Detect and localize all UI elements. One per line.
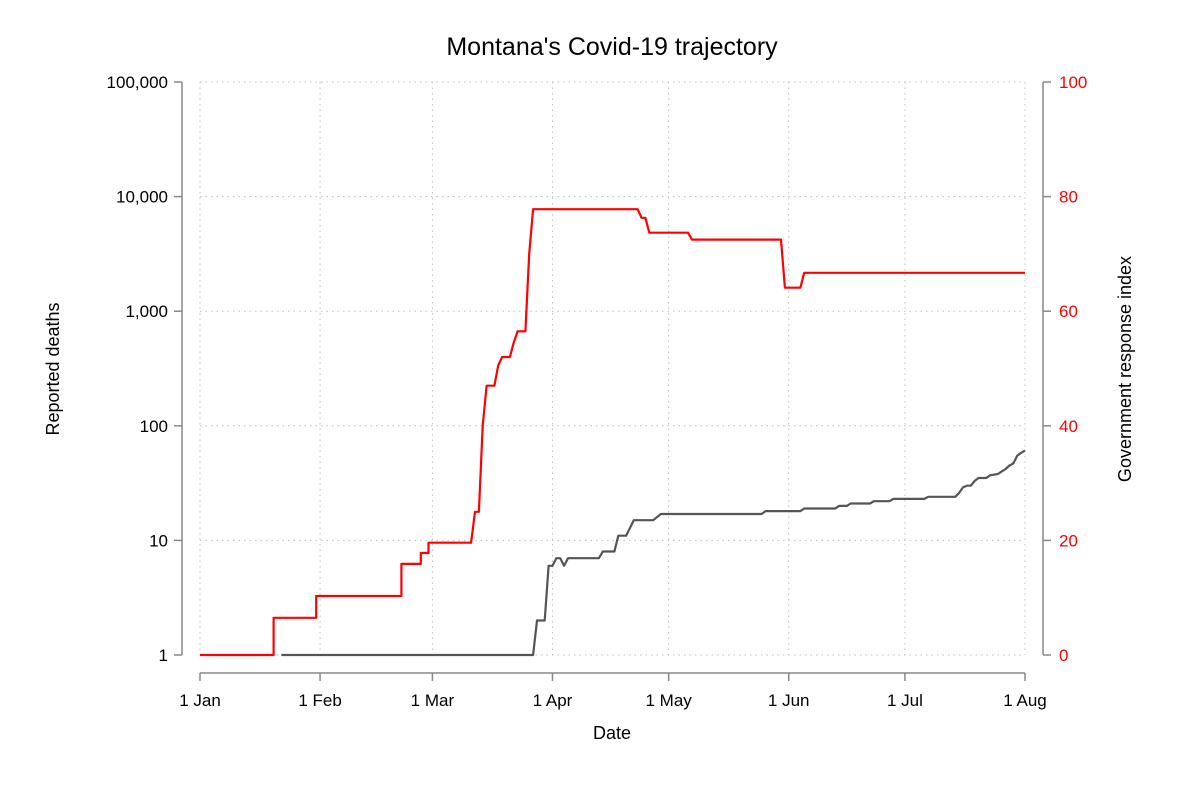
series: [200, 208, 1026, 657]
x-tick-label: 1 Apr: [533, 691, 573, 710]
y-left-tick-label: 10,000: [116, 188, 168, 207]
y-axis-right-label: Government response index: [1115, 256, 1135, 482]
y-right-tick-label: 40: [1059, 417, 1078, 436]
y-right-tick-label: 20: [1059, 531, 1078, 550]
series-line-response-index: [200, 208, 1025, 657]
x-tick-label: 1 Feb: [298, 691, 341, 710]
y-axis-left-label: Reported deaths: [43, 302, 63, 435]
y-left-tick-label: 10: [149, 531, 168, 550]
x-tick-label: 1 Jan: [179, 691, 221, 710]
x-tick-label: 1 Jun: [768, 691, 810, 710]
y-left-tick-label: 100,000: [107, 73, 168, 92]
x-tick-label: 1 Jul: [887, 691, 923, 710]
x-axis-label: Date: [593, 723, 631, 743]
series-line-deaths: [281, 449, 1026, 657]
chart-title: Montana's Covid-19 trajectory: [446, 33, 778, 61]
x-tick-label: 1 May: [646, 691, 693, 710]
x-tick-label: 1 Aug: [1003, 691, 1047, 710]
grid: [199, 81, 1026, 656]
y-left-tick-label: 100: [140, 417, 168, 436]
y-right-tick-label: 60: [1059, 302, 1078, 321]
y-right-tick-label: 80: [1059, 188, 1078, 207]
y-left-tick-label: 1: [159, 646, 168, 665]
x-tick-label: 1 Mar: [411, 691, 455, 710]
y-right-tick-label: 0: [1059, 646, 1068, 665]
axes: 1 10 100 1,000 10,000 100,000 0 20 40 60 80 100 1 Ja…: [107, 73, 1088, 710]
y-left-tick-label: 1,000: [125, 302, 168, 321]
y-right-tick-label: 100: [1059, 73, 1087, 92]
